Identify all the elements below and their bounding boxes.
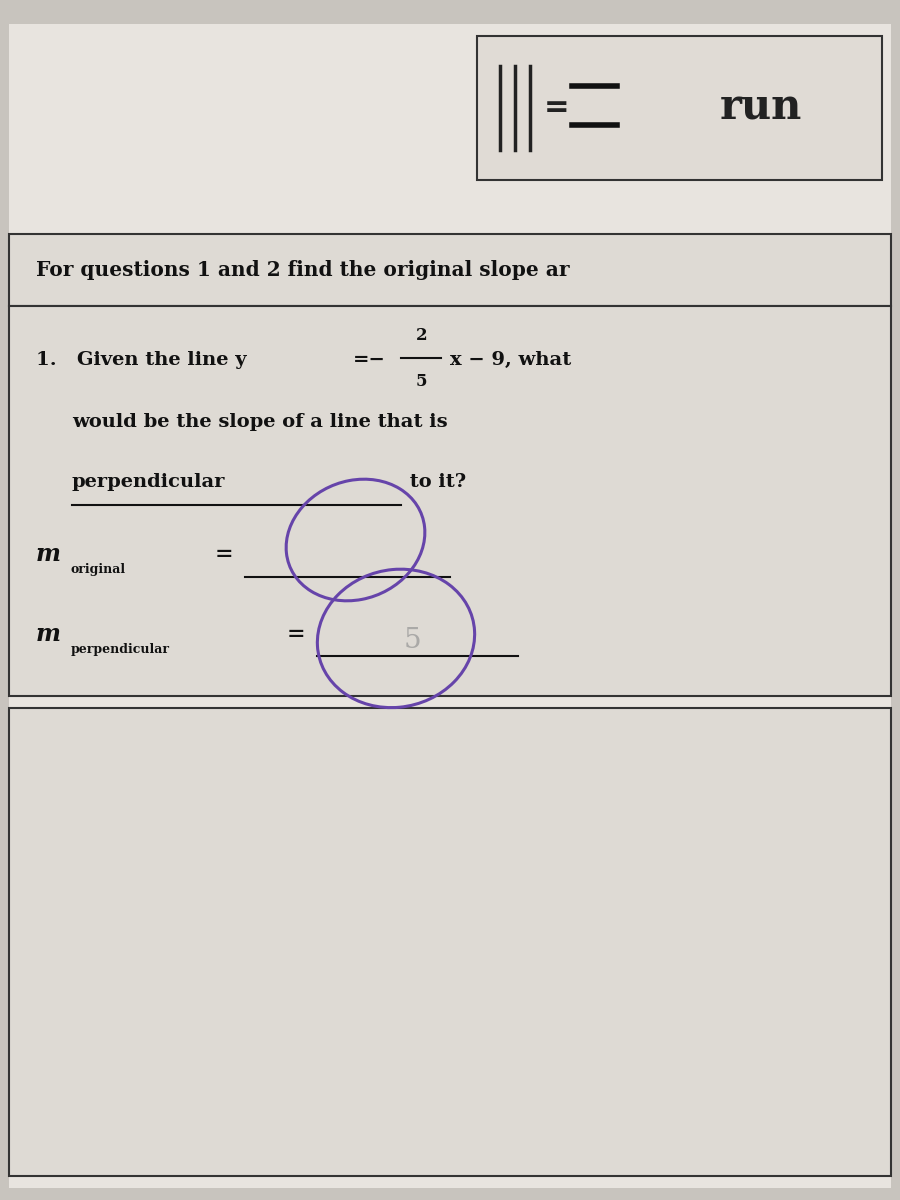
Text: to it?: to it? — [403, 473, 466, 492]
Text: 5: 5 — [403, 628, 421, 654]
Text: perpendicular: perpendicular — [70, 643, 169, 655]
Text: 5: 5 — [416, 373, 427, 390]
Text: =: = — [286, 623, 305, 644]
Text: run: run — [719, 86, 802, 128]
Text: original: original — [70, 564, 125, 576]
FancyBboxPatch shape — [477, 36, 882, 180]
Text: m: m — [36, 622, 61, 646]
FancyBboxPatch shape — [9, 24, 891, 1188]
Text: =: = — [544, 94, 569, 122]
Text: would be the slope of a line that is: would be the slope of a line that is — [72, 413, 447, 431]
Text: =: = — [214, 544, 233, 565]
Text: =−: =− — [353, 350, 386, 370]
Text: m: m — [36, 542, 61, 566]
Text: x − 9, what: x − 9, what — [450, 350, 572, 370]
Text: For questions 1 and 2 find the original slope ar: For questions 1 and 2 find the original … — [36, 260, 570, 280]
Text: 2: 2 — [416, 328, 427, 344]
FancyBboxPatch shape — [9, 306, 891, 696]
FancyBboxPatch shape — [9, 708, 891, 1176]
Text: 1.   Given the line y: 1. Given the line y — [36, 350, 254, 370]
Text: perpendicular: perpendicular — [72, 473, 226, 492]
FancyBboxPatch shape — [9, 234, 891, 306]
